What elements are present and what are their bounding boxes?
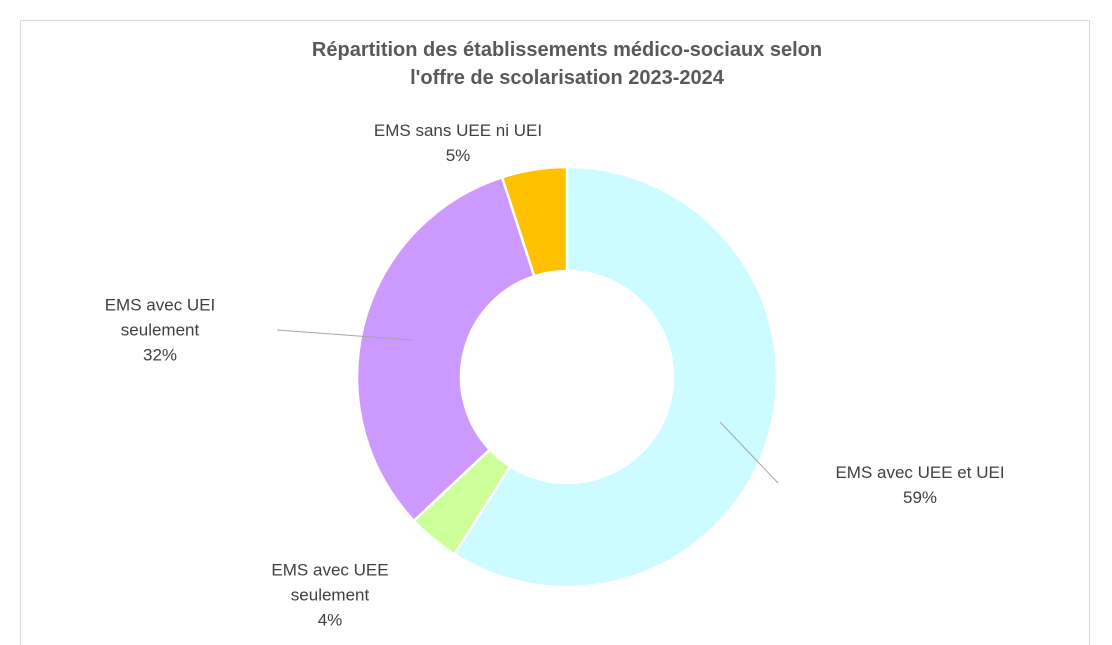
category-label: EMS avec UEE et UEI: [835, 463, 1005, 482]
category-label: EMS avec UEE seulement: [271, 560, 389, 605]
slice: [355, 175, 536, 523]
chart-title: Répartition des établissements médico-so…: [311, 39, 823, 89]
value-label: 32%: [142, 345, 178, 365]
value-label: 59%: [902, 488, 938, 507]
value-label: 5%: [445, 146, 471, 165]
chart-frame: [20, 20, 1090, 645]
data-label: EMS avec UEE seulement 4%: [265, 558, 395, 633]
data-label: EMS sans UEE ni UEI 5%: [358, 118, 558, 168]
value-label: 4%: [317, 610, 343, 630]
leader-line: [276, 329, 413, 341]
slice: [452, 165, 779, 589]
category-label: EMS sans UEE ni UEI: [373, 121, 543, 140]
slice: [500, 165, 569, 278]
category-label: EMS avec UEI seulement: [104, 295, 216, 340]
data-label: EMS avec UEE et UEI 59%: [820, 460, 1020, 510]
data-label: EMS avec UEI seulement 32%: [95, 293, 225, 368]
leader-line: [719, 421, 779, 484]
